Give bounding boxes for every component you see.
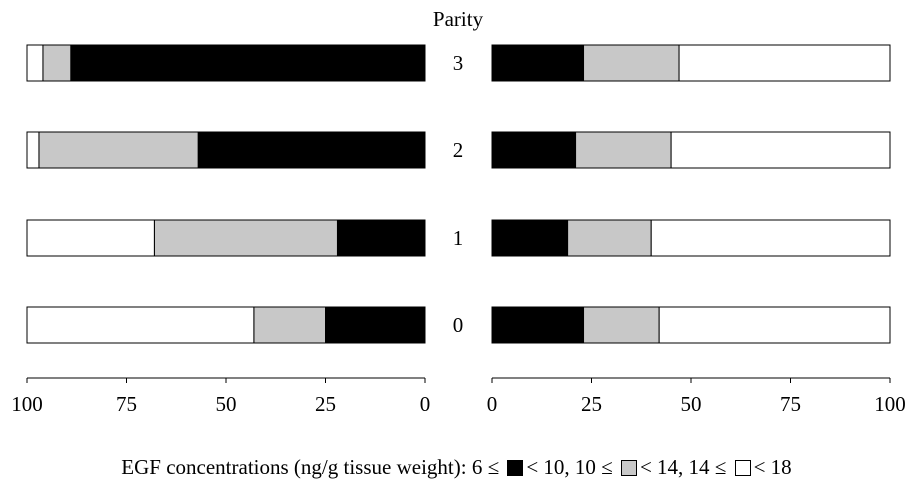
x-tick-label-left-75: 75 <box>116 392 137 416</box>
x-tick-label-right-0: 0 <box>487 392 498 416</box>
category-label-parity-3: 3 <box>453 51 464 75</box>
legend-entry-1: < 10, 10 ≤ <box>526 455 613 479</box>
bar-left-parity-2-gray <box>38 131 199 169</box>
bar-left-parity-3-black <box>70 44 426 82</box>
bar-right-parity-2-gray <box>575 131 672 169</box>
chart-title: Parity <box>433 7 484 31</box>
category-label-parity-1: 1 <box>453 226 464 250</box>
bar-right-parity-1-gray <box>567 219 652 257</box>
bar-left-parity-0-white <box>26 306 255 344</box>
x-tick-label-right-25: 25 <box>581 392 602 416</box>
bar-right-parity-2-white <box>670 131 891 169</box>
bar-right-parity-3-gray <box>583 44 680 82</box>
legend-entry-2: < 14, 14 ≤ <box>639 455 727 479</box>
bar-left-parity-3-white <box>26 44 44 82</box>
legend-swatch-gray <box>620 460 637 476</box>
legend-swatch-white <box>734 460 751 476</box>
legend: EGF concentrations (ng/g tissue weight):… <box>0 454 913 480</box>
bar-left-parity-0-gray <box>253 306 326 344</box>
category-label-parity-0: 0 <box>453 313 464 337</box>
x-tick-label-right-50: 50 <box>681 392 702 416</box>
bar-left-parity-3-gray <box>42 44 72 82</box>
category-label-parity-2: 2 <box>453 138 464 162</box>
bar-right-parity-0-black <box>491 306 585 344</box>
bar-left-parity-0-black <box>325 306 426 344</box>
bar-right-parity-3-black <box>491 44 585 82</box>
chart-svg: Parity 3 2 1 0 100 75 50 25 0 0 25 50 75 100 <box>11 7 906 416</box>
legend-entry-3: < 18 <box>753 455 792 479</box>
x-tick-label-left-25: 25 <box>315 392 336 416</box>
legend-swatch-black <box>507 460 524 476</box>
bar-right-parity-1-white <box>650 219 891 257</box>
bar-right-parity-0-white <box>658 306 891 344</box>
bar-right-parity-3-white <box>678 44 891 82</box>
x-tick-label-left-0: 0 <box>420 392 431 416</box>
bar-right-parity-2-black <box>491 131 577 169</box>
x-tick-label-right-100: 100 <box>874 392 906 416</box>
bar-right-parity-1-black <box>491 219 569 257</box>
bar-left-parity-1-white <box>26 219 155 257</box>
bar-right-parity-0-gray <box>583 306 660 344</box>
bar-left-parity-1-gray <box>153 219 338 257</box>
legend-prefix: EGF concentrations (ng/g tissue weight):… <box>121 455 500 479</box>
x-tick-label-left-100: 100 <box>11 392 43 416</box>
x-tick-label-right-75: 75 <box>780 392 801 416</box>
bar-left-parity-2-white <box>26 131 40 169</box>
bar-left-parity-1-black <box>336 219 426 257</box>
bar-left-parity-2-black <box>197 131 426 169</box>
x-tick-label-left-50: 50 <box>216 392 237 416</box>
